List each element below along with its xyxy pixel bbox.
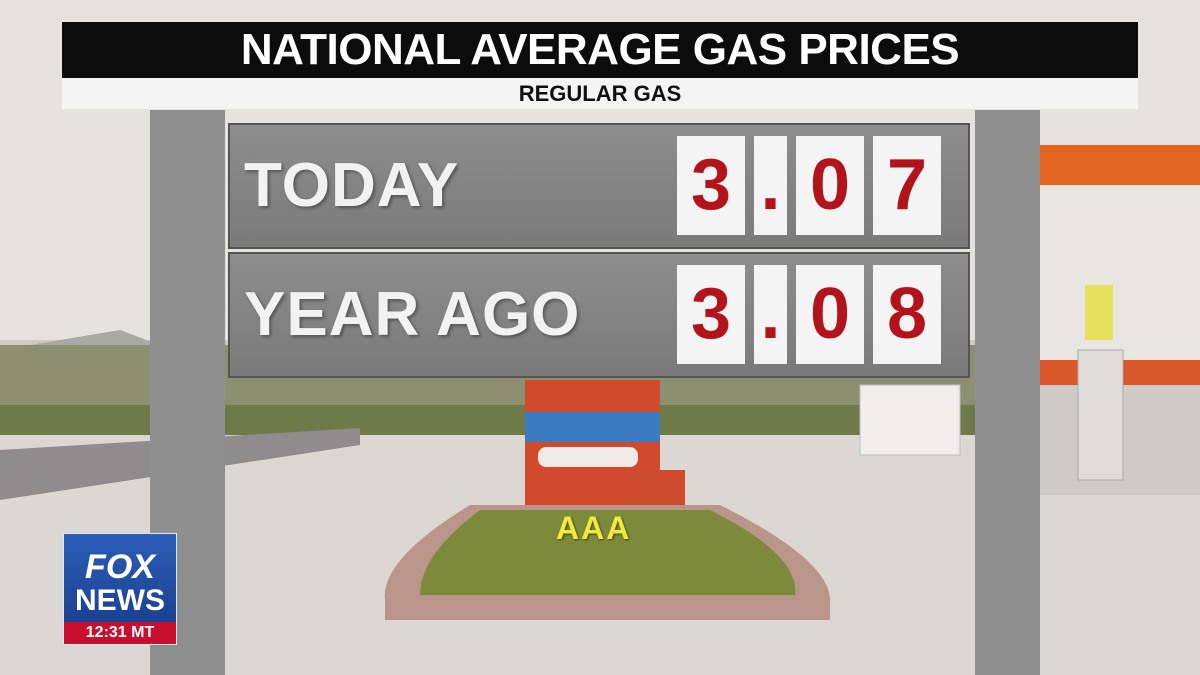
row-label: TODAY [244,151,460,220]
title: NATIONAL AVERAGE GAS PRICES [62,22,1138,78]
row-label: YEAR AGO [244,280,581,349]
price-tile: 3 [677,136,745,235]
price-tile: . [754,136,787,235]
price-tile: . [754,265,787,364]
price-row: YEAR AGO 3. 0 8 [228,252,970,378]
clock: 12:31 MT [64,622,176,644]
price-tile: 0 [796,265,864,364]
price-row: TODAY 3. 0 7 [228,123,970,249]
logo-line: FOX [85,548,155,586]
source: AAA [556,510,632,546]
network-logo: FOX NEWS 12:31 MT [63,533,177,645]
price-tile: 3 [677,265,745,364]
price-tile: 8 [873,265,941,364]
subtitle: REGULAR GAS [62,78,1138,109]
price-tile: 7 [873,136,941,235]
price-tile: 0 [796,136,864,235]
logo-line: NEWS [75,584,165,617]
